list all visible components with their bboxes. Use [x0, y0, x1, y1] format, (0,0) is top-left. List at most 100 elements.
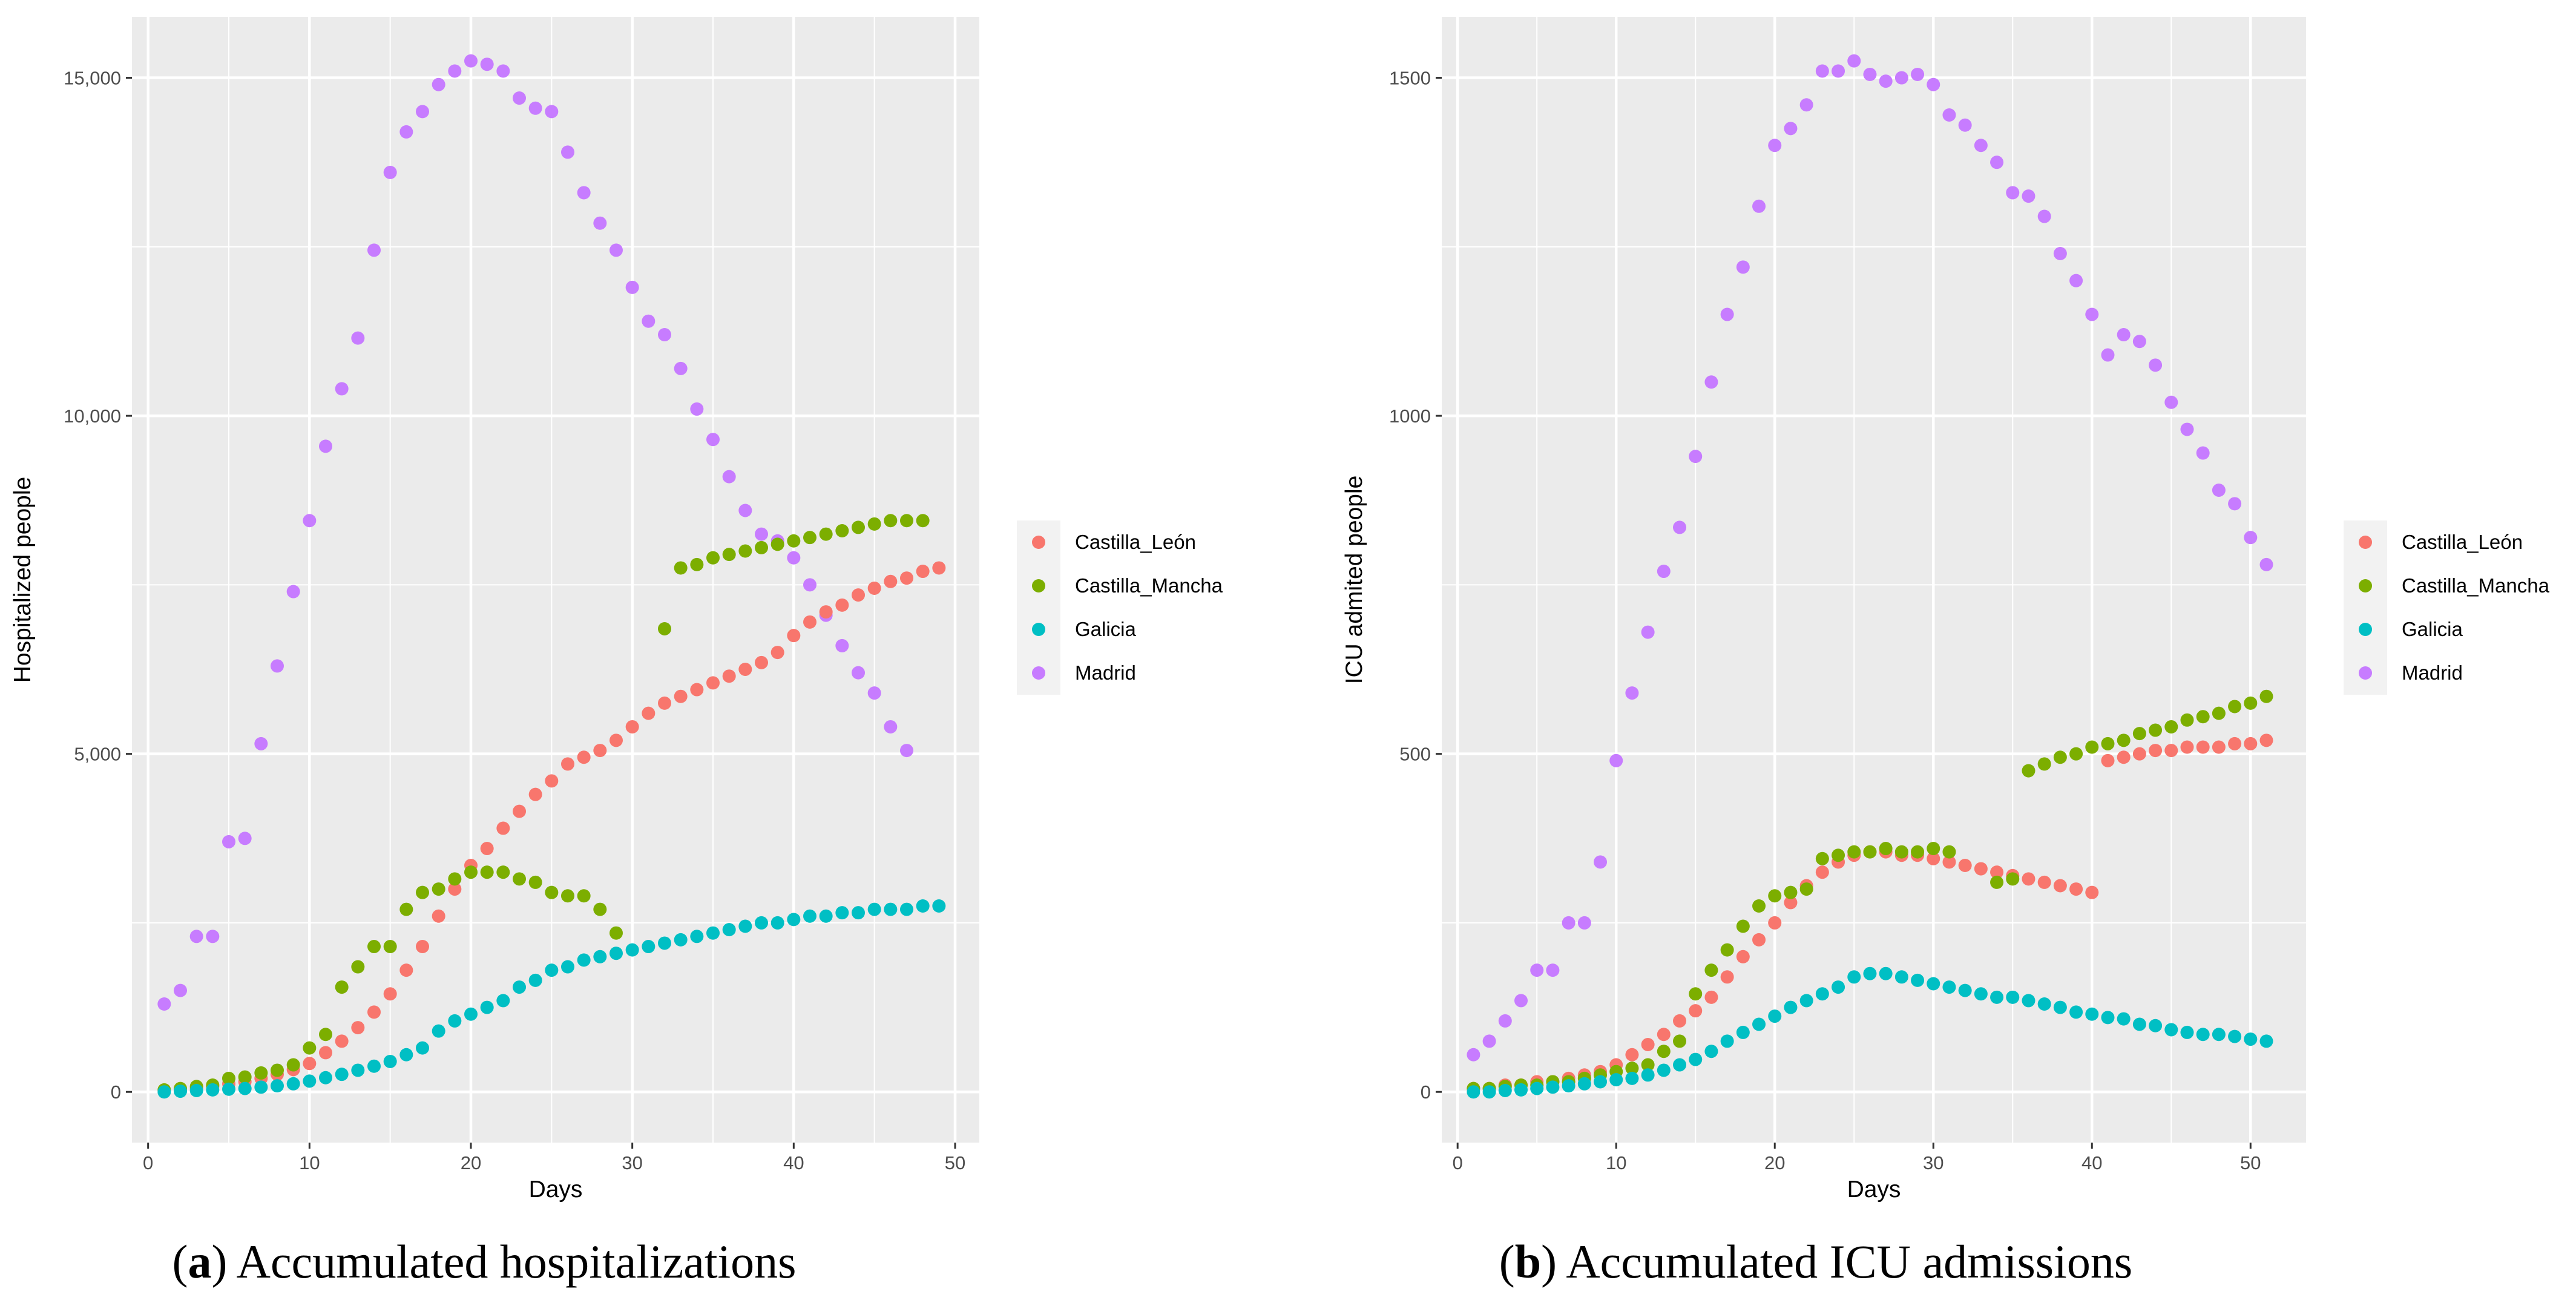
icu-point-madrid — [1498, 1014, 1512, 1028]
icu-point-galicia — [1689, 1052, 1703, 1066]
hosp-point-madrid — [319, 439, 332, 453]
icu-point-castilla-le-n — [2180, 740, 2194, 754]
hosp-point-galicia — [770, 916, 784, 930]
hosp-point-castilla-le-n — [690, 683, 704, 697]
hosp-point-madrid — [528, 101, 542, 115]
hosp-point-galicia — [157, 1085, 171, 1099]
hosp-point-galicia — [319, 1071, 332, 1085]
icu-point-castilla-le-n — [2212, 740, 2226, 754]
hosp-point-madrid — [625, 280, 639, 294]
hosp-point-castilla-le-n — [770, 646, 784, 660]
icu-point-galicia — [1942, 980, 1956, 994]
icu-gridlines — [1442, 17, 2306, 1143]
hosp-point-madrid — [383, 165, 397, 179]
hosp-point-madrid — [335, 382, 349, 396]
icu-point-galicia — [1752, 1017, 1766, 1031]
icu-point-galicia — [1863, 966, 1877, 980]
icu-point-galicia — [1673, 1058, 1687, 1072]
icu-point-madrid — [1689, 450, 1703, 464]
icu-point-castilla-mancha — [1736, 919, 1750, 933]
icu-point-madrid — [1879, 74, 1893, 88]
icu-y-tick-label: 1500 — [1389, 68, 1431, 89]
icu-point-madrid — [2212, 483, 2226, 497]
icu-point-galicia — [1562, 1079, 1576, 1093]
hosp-point-castilla-mancha — [658, 622, 671, 635]
hosp-point-galicia — [593, 950, 607, 963]
hosp-point-castilla-mancha — [303, 1041, 317, 1055]
hosp-point-castilla-le-n — [351, 1021, 365, 1035]
hospitalizations-points — [157, 54, 946, 1099]
hosp-point-castilla-mancha — [561, 889, 574, 903]
icu-legend-label: Madrid — [2402, 661, 2463, 684]
icu-point-galicia — [1958, 983, 1972, 997]
icu-y-tick-label: 500 — [1399, 744, 1431, 765]
icu-legend-symbol — [2359, 666, 2372, 680]
icu-point-castilla-le-n — [1974, 862, 1988, 876]
icu-point-castilla-mancha — [1625, 1062, 1639, 1075]
hosp-point-galicia — [610, 947, 623, 960]
hosp-point-galicia — [399, 1048, 413, 1062]
hosp-point-castilla-le-n — [335, 1034, 349, 1048]
hosp-point-madrid — [222, 835, 235, 848]
icu-point-galicia — [2053, 1000, 2067, 1014]
hosp-point-castilla-le-n — [496, 821, 510, 835]
icu-point-madrid — [1927, 77, 1940, 91]
icu-point-castilla-le-n — [2149, 744, 2163, 758]
hosp-point-galicia — [642, 940, 656, 954]
caption-b-text: Accumulated ICU admissions — [1566, 1235, 2133, 1288]
icu-point-madrid — [1863, 67, 1877, 81]
icu-point-castilla-mancha — [1704, 963, 1718, 977]
icu-point-castilla-mancha — [1720, 943, 1734, 957]
hosp-point-galicia — [254, 1080, 268, 1094]
icu-point-galicia — [2212, 1028, 2226, 1042]
icu-point-castilla-mancha — [2164, 720, 2178, 733]
caption-a-text: Accumulated hospitalizations — [236, 1235, 797, 1288]
icu-point-castilla-mancha — [2259, 689, 2273, 703]
icu-point-castilla-mancha — [2085, 740, 2099, 754]
hosp-x-tick-label: 30 — [622, 1152, 642, 1173]
icu-point-galicia — [2259, 1034, 2273, 1048]
hosp-point-galicia — [286, 1077, 300, 1091]
hosp-point-galicia — [916, 899, 930, 913]
hosp-x-tick-label: 40 — [783, 1152, 804, 1173]
hosp-point-castilla-le-n — [755, 655, 768, 669]
hosp-y-tick-label: 0 — [111, 1081, 121, 1103]
hosp-point-castilla-le-n — [852, 588, 865, 602]
icu-point-galicia — [1832, 980, 1845, 994]
icu-point-castilla-le-n — [1927, 852, 1940, 865]
icu-point-madrid — [1736, 260, 1750, 274]
hosp-point-castilla-le-n — [367, 1005, 381, 1019]
hosp-point-madrid — [561, 145, 574, 159]
icu-y-axis-title: ICU admited people — [1341, 476, 1367, 684]
icu-point-madrid — [1958, 118, 1972, 132]
icu-point-galicia — [2037, 997, 2051, 1011]
hosp-point-galicia — [528, 973, 542, 987]
icu-point-galicia — [1482, 1085, 1496, 1099]
hosp-point-madrid — [448, 64, 462, 78]
hosp-point-galicia — [625, 943, 639, 957]
hosp-point-madrid — [690, 402, 704, 416]
hosp-point-castilla-mancha — [545, 885, 559, 899]
icu-point-galicia — [1594, 1075, 1608, 1089]
icu-point-madrid — [1704, 375, 1718, 389]
hosp-point-castilla-mancha — [867, 517, 881, 531]
icu-point-castilla-le-n — [1736, 950, 1750, 963]
hosp-point-madrid — [238, 832, 252, 845]
hosp-point-castilla-le-n — [319, 1046, 332, 1060]
icu-point-castilla-mancha — [1768, 889, 1782, 903]
icu-point-madrid — [1894, 71, 1908, 85]
hosp-point-galicia — [561, 960, 574, 974]
hosp-point-galicia — [367, 1059, 381, 1073]
hosp-point-castilla-mancha — [432, 882, 445, 896]
icu-point-galicia — [1625, 1071, 1639, 1085]
icu-point-madrid — [2149, 358, 2163, 372]
hosp-point-castilla-mancha — [367, 940, 381, 954]
icu-point-galicia — [2006, 990, 2020, 1004]
hosp-point-castilla-le-n — [528, 787, 542, 801]
hosp-point-castilla-mancha — [722, 548, 736, 562]
hosp-point-castilla-le-n — [625, 720, 639, 733]
hosp-point-castilla-mancha — [335, 980, 349, 994]
hosp-point-galicia — [545, 963, 559, 977]
hosp-point-castilla-le-n — [916, 565, 930, 579]
icu-point-galicia — [1784, 1000, 1798, 1014]
